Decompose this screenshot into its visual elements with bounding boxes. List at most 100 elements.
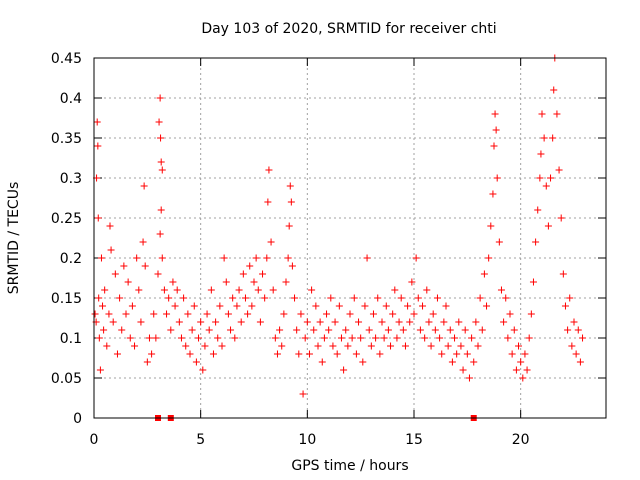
y-tick-label: 0.3 <box>60 171 82 187</box>
data-point <box>95 334 103 342</box>
x-tick-label: 20 <box>512 432 530 448</box>
data-point <box>525 334 533 342</box>
data-point <box>342 326 350 334</box>
data-point <box>404 302 412 310</box>
data-point <box>99 302 107 310</box>
data-point <box>429 310 437 318</box>
data-point <box>107 246 115 254</box>
data-point <box>515 342 523 350</box>
data-point <box>199 366 207 374</box>
data-point <box>363 254 371 262</box>
data-point <box>387 342 395 350</box>
data-point <box>483 302 491 310</box>
data-point <box>500 318 508 326</box>
data-point <box>195 334 203 342</box>
data-point <box>291 294 299 302</box>
data-point <box>331 318 339 326</box>
data-point <box>308 286 316 294</box>
data-point <box>438 350 446 358</box>
data-point <box>421 334 429 342</box>
data-point <box>547 174 555 182</box>
data-point <box>131 342 139 350</box>
data-point <box>190 302 198 310</box>
y-tick-label: 0.25 <box>51 211 82 227</box>
data-point <box>553 110 561 118</box>
data-point <box>455 318 463 326</box>
data-point <box>116 294 124 302</box>
data-point <box>504 334 512 342</box>
data-point <box>310 326 318 334</box>
data-point <box>254 286 262 294</box>
x-tick-label: 15 <box>405 432 423 448</box>
y-tick-label: 0.15 <box>51 291 82 307</box>
data-point <box>487 222 495 230</box>
data-point <box>444 342 452 350</box>
data-point <box>261 294 269 302</box>
data-point <box>106 222 114 230</box>
data-point <box>320 334 328 342</box>
data-point <box>468 334 476 342</box>
data-point <box>167 326 175 334</box>
data-point <box>214 334 222 342</box>
data-point <box>536 174 544 182</box>
data-point <box>365 326 373 334</box>
data-point <box>95 294 103 302</box>
data-point <box>389 310 397 318</box>
data-point <box>209 350 217 358</box>
data-point <box>357 334 365 342</box>
data-point <box>378 318 386 326</box>
data-point <box>318 358 326 366</box>
y-tick-label: 0.4 <box>60 91 82 107</box>
data-point <box>540 134 548 142</box>
data-point <box>177 334 185 342</box>
data-point <box>367 342 375 350</box>
data-point <box>335 302 343 310</box>
data-point <box>137 318 145 326</box>
data-point <box>113 350 121 358</box>
data-point <box>555 166 563 174</box>
data-point <box>284 254 292 262</box>
data-point <box>470 358 478 366</box>
data-point <box>188 326 196 334</box>
data-point <box>157 158 165 166</box>
x-tick-label: 5 <box>196 432 205 448</box>
data-point <box>314 342 322 350</box>
data-point <box>557 214 565 222</box>
data-point <box>252 254 260 262</box>
data-point <box>246 262 254 270</box>
data-point <box>448 358 456 366</box>
data-point <box>288 262 296 270</box>
data-point <box>94 142 102 150</box>
data-point <box>282 278 290 286</box>
data-point <box>527 310 535 318</box>
data-point <box>140 182 148 190</box>
data-point <box>267 238 275 246</box>
data-point <box>361 302 369 310</box>
data-point <box>478 326 486 334</box>
data-point <box>323 310 331 318</box>
data-point <box>372 334 380 342</box>
data-point <box>579 334 587 342</box>
data-point <box>425 318 433 326</box>
data-point <box>491 110 499 118</box>
data-point <box>93 118 101 126</box>
data-point <box>139 238 147 246</box>
data-point <box>485 254 493 262</box>
data-point <box>244 310 252 318</box>
data-point <box>175 318 183 326</box>
data-point <box>436 334 444 342</box>
data-point <box>295 350 303 358</box>
data-point <box>105 310 113 318</box>
data-point <box>406 318 414 326</box>
data-point <box>532 238 540 246</box>
data-point <box>273 350 281 358</box>
data-point <box>197 318 205 326</box>
data-point <box>269 286 277 294</box>
data-point <box>235 286 243 294</box>
data-point <box>457 342 465 350</box>
data-point <box>369 310 377 318</box>
data-point <box>293 326 301 334</box>
data-point <box>122 310 130 318</box>
data-point <box>160 286 168 294</box>
data-point <box>414 294 422 302</box>
